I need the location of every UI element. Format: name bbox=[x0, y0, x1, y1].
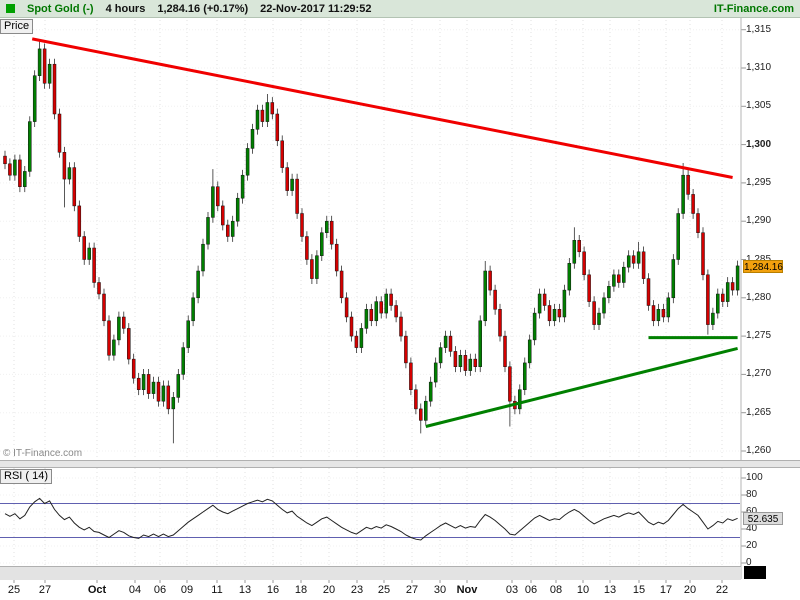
rsi-axis-label: 80 bbox=[746, 489, 758, 500]
price-axis-label: 1,310 bbox=[746, 62, 772, 73]
time-axis-label: Oct bbox=[87, 584, 107, 596]
time-axis-label: 25 bbox=[7, 584, 21, 596]
brand-link[interactable]: IT-Finance.com bbox=[713, 2, 794, 15]
instrument-color-swatch-icon bbox=[6, 4, 15, 13]
price-axis-label: 1,295 bbox=[746, 176, 772, 188]
rsi-axis-label: 60 bbox=[746, 506, 757, 518]
price-axis-label: 1,290 bbox=[746, 215, 772, 227]
time-axis-label: 25 bbox=[377, 584, 391, 596]
time-axis-label: 16 bbox=[266, 584, 280, 596]
panel-divider[interactable] bbox=[0, 460, 800, 468]
header-bar: Spot Gold (-) 4 hours 1,284.16 (+0.17%) … bbox=[0, 0, 800, 18]
rsi-axis-label: 0 bbox=[746, 557, 752, 568]
time-axis-label: 06 bbox=[153, 584, 167, 596]
price-axis-label: 1,300 bbox=[746, 138, 772, 150]
rsi-axis-label: 40 bbox=[746, 523, 758, 534]
bottom-strip bbox=[0, 566, 741, 580]
time-axis-label: 06 bbox=[524, 584, 538, 596]
price-axis-label: 1,285 bbox=[746, 253, 772, 265]
time-axis-label: 20 bbox=[683, 584, 697, 596]
price-axis-label: 1,275 bbox=[746, 330, 772, 342]
rsi-axis-label: 100 bbox=[746, 472, 763, 483]
time-axis-label: 13 bbox=[603, 584, 617, 596]
time-axis-label: 27 bbox=[38, 584, 52, 596]
time-axis-label: 04 bbox=[128, 584, 142, 596]
time-axis-label: 18 bbox=[294, 584, 308, 596]
resize-handle[interactable] bbox=[744, 566, 766, 579]
rsi-axis-label: 20 bbox=[746, 540, 758, 551]
time-axis-label: 22 bbox=[715, 584, 729, 596]
price-axis-label: 1,260 bbox=[746, 445, 772, 456]
current-price-box: 1,284.16 bbox=[743, 260, 783, 273]
price-axis-label: 1,265 bbox=[746, 406, 772, 418]
time-axis-label: 03 bbox=[505, 584, 519, 596]
price-axis-label: 1,280 bbox=[746, 291, 772, 303]
time-axis-label: 23 bbox=[350, 584, 364, 596]
timeframe-label: 4 hours bbox=[105, 2, 146, 15]
rsi-panel-label[interactable]: RSI ( 14) bbox=[0, 469, 53, 484]
time-axis-label: 17 bbox=[659, 584, 673, 596]
time-axis-label: 15 bbox=[632, 584, 646, 596]
price-axis-label: 1,315 bbox=[746, 23, 772, 35]
instrument-name: Spot Gold (-) bbox=[27, 2, 94, 15]
time-axis-label: 11 bbox=[211, 584, 223, 596]
rsi-value-box: 52.635 bbox=[743, 512, 783, 525]
watermark: © IT-Finance.com bbox=[3, 448, 83, 459]
time-axis-label: 27 bbox=[405, 584, 419, 596]
price-axis-label: 1,305 bbox=[746, 100, 772, 112]
last-price-change: 1,284.16 (+0.17%) bbox=[157, 2, 249, 15]
price-panel-label[interactable]: Price bbox=[0, 19, 34, 34]
time-axis-label: 08 bbox=[549, 584, 563, 596]
time-axis-label: 09 bbox=[180, 584, 194, 596]
time-axis-label: 13 bbox=[238, 584, 252, 596]
time-axis-label: 10 bbox=[576, 584, 590, 596]
time-axis-label: 30 bbox=[433, 584, 447, 596]
time-axis-label: 20 bbox=[322, 584, 336, 596]
time-axis-label: Nov bbox=[456, 584, 478, 596]
price-axis-label: 1,270 bbox=[746, 368, 772, 380]
quote-datetime: 22-Nov-2017 11:29:52 bbox=[260, 2, 372, 15]
